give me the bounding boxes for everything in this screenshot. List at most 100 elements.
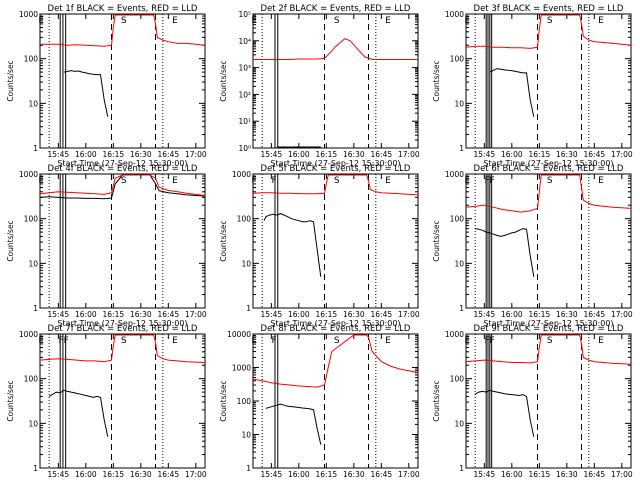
annotation-label: E	[38, 336, 44, 346]
x-tick-label: 16:15	[316, 470, 338, 479]
x-tick-label: 16:30	[130, 310, 152, 319]
annotation-label: E	[598, 176, 604, 186]
y-tick-label: 10	[241, 431, 251, 440]
annotation-label: S	[547, 16, 553, 26]
x-tick-label: 16:30	[556, 150, 578, 159]
y-tick-label: 1000	[19, 10, 38, 19]
y-tick-label: 10000	[227, 330, 251, 339]
y-tick-label: 1	[246, 464, 251, 473]
y-axis-label: Counts/sec	[219, 380, 228, 421]
y-tick-label: 1000	[445, 10, 464, 19]
y-tick-label: 1000	[445, 170, 464, 179]
x-tick-label: 16:00	[75, 310, 97, 319]
lld-series-line	[252, 174, 419, 196]
x-tick-label: 16:00	[288, 310, 310, 319]
y-tick-label: 10³	[238, 64, 251, 73]
annotation-label: FF	[485, 336, 495, 346]
x-tick-label: 17:00	[398, 150, 420, 159]
annotation-label: S	[547, 176, 553, 186]
y-tick-label: 1	[459, 144, 464, 153]
panel-det-2: Det 2f BLACK = Events, RED = LLD 10⁰ 10¹ 10…	[219, 4, 420, 168]
x-tick-label: 16:30	[556, 470, 578, 479]
annotation-label: E	[38, 176, 44, 186]
x-tick-label: 15:45	[474, 150, 496, 159]
x-tick-label: 16:00	[288, 150, 310, 159]
y-tick-label: 10	[454, 259, 464, 268]
x-tick-label: 17:00	[611, 310, 633, 319]
annotation-label: E	[464, 336, 470, 346]
annotation-label: E	[251, 16, 257, 26]
annotation-label: E	[172, 16, 178, 26]
annotation-label: S	[334, 16, 340, 26]
annotation-label: S	[121, 176, 127, 186]
events-series-line	[475, 228, 535, 277]
y-tick-label: 100	[450, 215, 465, 224]
y-tick-label: 10	[28, 259, 38, 268]
annotation-label: F	[251, 176, 256, 186]
annotation-label: FF	[485, 176, 495, 186]
plot-frame	[465, 13, 632, 149]
y-tick-label: 100	[237, 397, 252, 406]
annotation-label: S	[334, 336, 340, 346]
x-tick-label: 15:45	[261, 310, 283, 319]
x-tick-label: 15:45	[48, 470, 70, 479]
lld-series-line	[253, 38, 418, 60]
x-tick-label: 17:00	[611, 470, 633, 479]
y-tick-label: 10²	[238, 90, 251, 99]
plot-frame	[39, 173, 206, 309]
panel-title: Det 2f BLACK = Events, RED = LLD	[261, 4, 411, 14]
annotation-label: S	[121, 336, 127, 346]
events-series-line	[265, 403, 322, 445]
y-tick-label: 1	[33, 304, 38, 313]
x-axis-label: Start Time (27-Sep-12 15:30:00)	[483, 319, 613, 328]
annotation-label: E	[172, 176, 178, 186]
events-series-line	[63, 70, 109, 117]
annotation-label: F	[272, 336, 277, 346]
x-tick-label: 16:45	[158, 310, 180, 319]
annotation-label: E	[598, 16, 604, 26]
x-tick-label: 16:00	[501, 310, 523, 319]
x-tick-label: 15:45	[474, 470, 496, 479]
y-tick-label: 100	[24, 375, 39, 384]
y-tick-label: 10	[28, 419, 38, 428]
y-tick-label: 1000	[19, 330, 38, 339]
panel-det-6: Det 6f BLACK = Events, RED = LLD 1 10 100 10…	[432, 164, 633, 328]
y-axis-label: Counts/sec	[432, 60, 441, 101]
lld-series-line	[465, 174, 632, 213]
annotation-label: E	[464, 176, 470, 186]
x-tick-label: 16:45	[371, 150, 393, 159]
annotation-label: E	[385, 336, 391, 346]
events-series-line	[489, 68, 535, 117]
y-tick-label: 1000	[232, 364, 251, 373]
x-tick-label: 16:15	[316, 150, 338, 159]
x-axis-label: Start Time (27-Sep-12 15:30:00)	[270, 159, 400, 168]
annotation-label: E	[464, 16, 470, 26]
events-series-line	[48, 389, 109, 437]
panel-title: Det 5f BLACK = Events, RED = LLD	[261, 164, 411, 174]
lld-series-line	[39, 174, 206, 196]
x-tick-label: 16:15	[316, 310, 338, 319]
y-tick-label: 10	[241, 259, 251, 268]
y-tick-label: 100	[24, 55, 39, 64]
x-tick-label: 17:00	[185, 310, 207, 319]
panel-title: Det 8f BLACK = Events, RED = LLD	[261, 324, 411, 334]
x-axis-label: Start Time (27-Sep-12 15:30:00)	[57, 159, 187, 168]
x-tick-label: 16:00	[501, 150, 523, 159]
panel-title: Det 4f BLACK = Events, RED = LLD	[48, 164, 198, 174]
x-tick-label: 16:00	[501, 470, 523, 479]
x-tick-label: 17:00	[398, 310, 420, 319]
x-axis-label: Start Time (27-Sep-12 15:30:00)	[483, 159, 613, 168]
x-tick-label: 15:45	[48, 310, 70, 319]
y-tick-label: 1000	[232, 170, 251, 179]
x-axis-label: Start Time (27-Sep-12 15:30:00)	[57, 319, 187, 328]
y-tick-label: 1000	[445, 330, 464, 339]
x-tick-label: 16:45	[371, 470, 393, 479]
x-tick-label: 16:15	[103, 310, 125, 319]
lld-series-line	[40, 14, 206, 47]
y-tick-label: 1	[246, 304, 251, 313]
panel-det-3: Det 3f BLACK = Events, RED = LLD 1 10 100 10…	[432, 4, 633, 168]
panel-det-4: Det 4f BLACK = Events, RED = LLD 1 10 100 10…	[6, 164, 207, 328]
y-axis-label: Counts/sec	[6, 220, 15, 261]
x-tick-label: 16:00	[75, 150, 97, 159]
events-series-line	[263, 213, 322, 277]
